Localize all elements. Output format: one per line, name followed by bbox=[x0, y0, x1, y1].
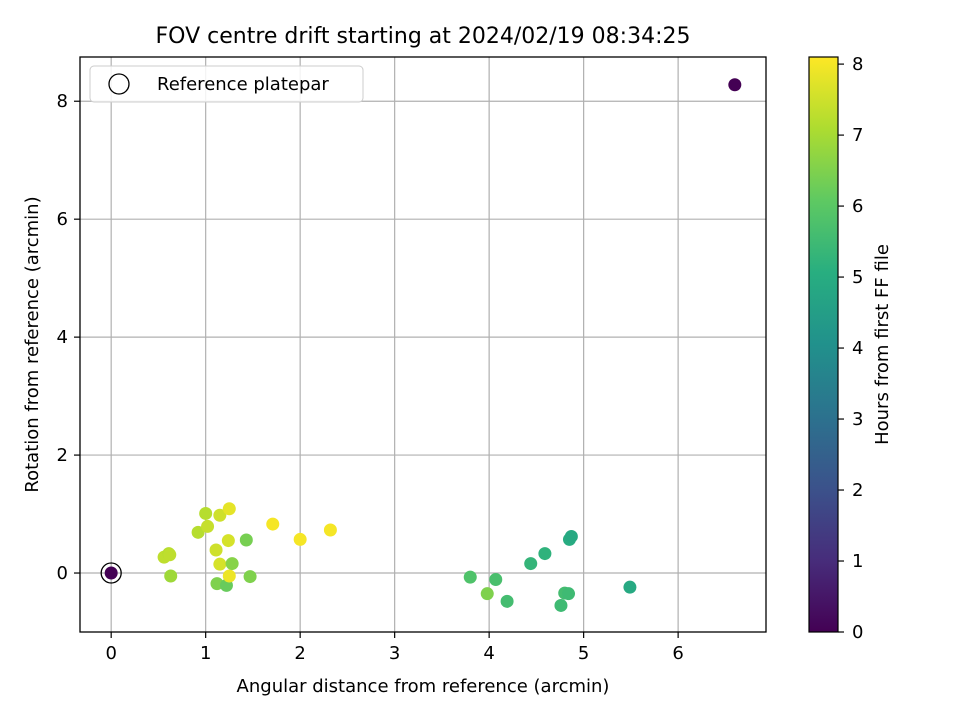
data-point bbox=[164, 569, 178, 583]
scatter-points bbox=[100, 78, 742, 612]
x-tick-label: 0 bbox=[105, 643, 116, 664]
data-point bbox=[489, 573, 503, 587]
colorbar-tick-label: 6 bbox=[852, 196, 863, 217]
data-point bbox=[199, 506, 213, 520]
colorbar-tick-label: 4 bbox=[852, 338, 863, 359]
colorbar-gradient bbox=[808, 56, 839, 633]
data-point bbox=[562, 587, 576, 601]
data-point bbox=[554, 598, 568, 612]
data-point bbox=[623, 580, 637, 594]
data-point bbox=[163, 548, 177, 562]
data-point bbox=[480, 587, 494, 601]
colorbar-tick-label: 7 bbox=[852, 125, 863, 146]
data-point bbox=[221, 534, 235, 548]
legend: Reference platepar bbox=[89, 65, 364, 103]
plot-frame bbox=[79, 56, 767, 633]
colorbar-tick-label: 3 bbox=[852, 409, 863, 430]
data-point bbox=[104, 566, 118, 580]
data-point bbox=[728, 78, 742, 92]
x-tick-label: 6 bbox=[672, 643, 683, 664]
legend-box bbox=[89, 65, 364, 103]
legend-marker bbox=[108, 73, 130, 95]
chart-title: FOV centre drift starting at 2024/02/19 … bbox=[156, 24, 691, 49]
x-axis-label: Angular distance from reference (arcmin) bbox=[237, 676, 610, 697]
colorbar-tick-label: 2 bbox=[852, 480, 863, 501]
colorbar-tick-label: 0 bbox=[852, 622, 863, 643]
x-tick-label: 5 bbox=[578, 643, 589, 664]
y-tick-label: 4 bbox=[57, 327, 68, 348]
data-point bbox=[201, 519, 215, 533]
data-point bbox=[209, 543, 223, 557]
y-tick-label: 0 bbox=[57, 563, 68, 584]
colorbar-tick-label: 1 bbox=[852, 551, 863, 572]
grid-lines bbox=[80, 57, 766, 632]
colorbar-label: Hours from first FF file bbox=[872, 244, 893, 445]
data-point bbox=[564, 529, 578, 543]
x-tick-label: 1 bbox=[200, 643, 211, 664]
colorbar: 0 1 2 3 4 5 6 7 8 Hours from first FF file bbox=[808, 54, 893, 643]
data-point bbox=[293, 532, 307, 546]
data-point bbox=[524, 557, 538, 571]
data-point bbox=[266, 517, 280, 531]
y-axis-label: Rotation from reference (arcmin) bbox=[22, 196, 43, 492]
x-tick-label: 4 bbox=[483, 643, 494, 664]
x-tick-label: 2 bbox=[294, 643, 305, 664]
data-point bbox=[213, 508, 227, 522]
y-tick-label: 2 bbox=[57, 445, 68, 466]
colorbar-tick-label: 5 bbox=[852, 267, 863, 288]
y-tick-label: 6 bbox=[57, 209, 68, 230]
reference-marker bbox=[100, 562, 122, 584]
data-point bbox=[222, 569, 236, 583]
data-point bbox=[222, 502, 236, 516]
data-point bbox=[225, 557, 239, 571]
data-point bbox=[213, 557, 227, 571]
legend-label: Reference platepar bbox=[157, 74, 329, 95]
x-axis-ticks: 0 1 2 3 4 5 6 bbox=[105, 632, 684, 664]
x-tick-label: 3 bbox=[389, 643, 400, 664]
data-point bbox=[239, 533, 253, 547]
data-point bbox=[243, 570, 257, 584]
y-tick-label: 8 bbox=[57, 91, 68, 112]
y-axis-ticks: 0 2 4 6 8 bbox=[57, 91, 80, 584]
data-point bbox=[463, 570, 477, 584]
data-point bbox=[191, 525, 205, 539]
data-point bbox=[538, 547, 552, 561]
data-point bbox=[323, 523, 337, 537]
colorbar-tick-label: 8 bbox=[852, 54, 863, 75]
colorbar-ticks: 0 1 2 3 4 5 6 7 8 bbox=[838, 54, 863, 643]
data-point bbox=[500, 594, 514, 608]
